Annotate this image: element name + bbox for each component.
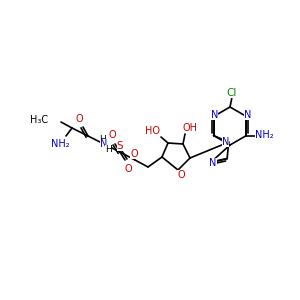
Text: NH₂: NH₂ xyxy=(51,139,69,149)
Text: S: S xyxy=(117,141,123,151)
Text: N: N xyxy=(244,110,251,119)
Text: O: O xyxy=(108,130,116,140)
Text: H: H xyxy=(105,145,111,154)
Text: H₃C: H₃C xyxy=(30,115,48,125)
Text: H: H xyxy=(100,134,106,143)
Text: HO: HO xyxy=(146,126,160,136)
Text: OH: OH xyxy=(182,123,197,133)
Text: O: O xyxy=(124,164,132,174)
Text: O: O xyxy=(177,170,185,180)
Text: N: N xyxy=(209,158,217,168)
Text: NH₂: NH₂ xyxy=(255,130,274,140)
Text: N: N xyxy=(222,137,230,147)
Text: O: O xyxy=(75,114,83,124)
Text: O: O xyxy=(130,149,138,159)
Text: N: N xyxy=(100,139,108,149)
Text: Cl: Cl xyxy=(227,88,237,98)
Text: N: N xyxy=(211,110,218,119)
